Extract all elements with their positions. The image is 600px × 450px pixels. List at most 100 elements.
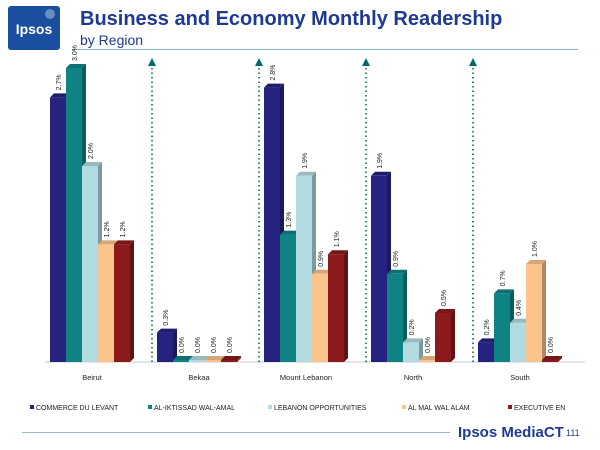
- page-subtitle: by Region: [80, 32, 144, 48]
- data-label: 0.0%: [195, 337, 202, 353]
- data-label: 1.9%: [377, 153, 384, 169]
- data-label: 3.0%: [72, 45, 79, 61]
- bar-top: [280, 230, 300, 235]
- bar-side: [173, 328, 177, 362]
- bar-top: [478, 338, 498, 343]
- x-tick-label: North: [404, 373, 422, 382]
- data-label: 0.5%: [441, 290, 448, 306]
- data-label: 0.0%: [227, 337, 234, 353]
- bar-side: [130, 240, 134, 362]
- logo-text: Ipsos: [16, 21, 53, 37]
- bar-side: [419, 338, 423, 362]
- bar-top: [542, 356, 562, 360]
- bar-top: [435, 309, 455, 313]
- bar-top: [526, 260, 546, 264]
- bar: [98, 244, 114, 362]
- bar-top: [189, 356, 209, 360]
- page-title: Business and Economy Monthly Readership: [80, 8, 503, 30]
- data-label: 1.3%: [286, 212, 293, 228]
- data-label: 0.7%: [500, 270, 507, 286]
- bar-top: [82, 162, 102, 166]
- bar-top: [114, 240, 134, 245]
- page-number: 111: [566, 428, 580, 438]
- divider-arrow: [469, 58, 477, 66]
- legend-label: COMMERCE DU LEVANT: [36, 405, 119, 412]
- bar-top: [264, 83, 284, 88]
- data-label: 1.2%: [104, 221, 111, 237]
- bar: [296, 175, 312, 362]
- bar: [50, 97, 66, 363]
- bar: [157, 332, 173, 362]
- bar-side: [558, 356, 562, 362]
- bar-top: [328, 250, 348, 255]
- data-label: 2.7%: [56, 74, 63, 90]
- bar-side: [237, 356, 241, 362]
- legend-label: AL-IKTISSAD WAL-AMAL: [154, 405, 235, 412]
- bar-top: [510, 318, 530, 323]
- bar-top: [221, 356, 241, 360]
- legend-label: AL MAL WAL ALAM: [408, 405, 470, 412]
- data-label: 0.4%: [516, 300, 523, 316]
- bar: [494, 293, 510, 362]
- bar: [526, 264, 542, 362]
- bar: [264, 87, 280, 362]
- title-divider: [72, 49, 578, 50]
- data-label: 2.0%: [88, 143, 95, 159]
- bar: [510, 322, 526, 362]
- bar-top: [371, 171, 391, 176]
- bar-top: [312, 269, 332, 274]
- legend-label: LEBANON OPPORTUNITIES: [274, 405, 367, 412]
- data-label: 0.0%: [425, 337, 432, 353]
- x-tick-label: Beirut: [82, 373, 103, 382]
- bar: [205, 360, 221, 362]
- bar-top: [50, 93, 70, 98]
- footer-brand: Ipsos MediaCT: [458, 424, 564, 441]
- bar: [542, 360, 558, 362]
- bar: [66, 68, 82, 362]
- data-label: 0.2%: [484, 319, 491, 335]
- bar-top: [419, 356, 439, 360]
- bar-top: [157, 328, 177, 333]
- bar: [371, 175, 387, 362]
- bar-top: [205, 356, 225, 360]
- bar: [280, 234, 296, 362]
- bar: [173, 360, 189, 362]
- data-label: 1.2%: [120, 221, 127, 237]
- data-label: 0.9%: [393, 251, 400, 267]
- bar: [221, 360, 237, 362]
- data-label: 0.9%: [318, 251, 325, 267]
- bar-top: [173, 356, 193, 360]
- bar: [387, 273, 403, 362]
- legend-swatch: [268, 405, 272, 409]
- bar: [82, 166, 98, 362]
- bar-top: [296, 171, 316, 176]
- x-tick-label: South: [510, 373, 530, 382]
- divider-arrow: [148, 58, 156, 66]
- legend-swatch: [402, 405, 406, 409]
- ipsos-logo: Ipsos: [4, 4, 64, 52]
- bar-top: [387, 269, 407, 274]
- data-label: 0.0%: [211, 337, 218, 353]
- bar-side: [542, 260, 546, 362]
- bar-side: [451, 309, 455, 362]
- bar: [328, 254, 344, 362]
- bar-top: [494, 289, 514, 294]
- x-tick-label: Bekaa: [188, 373, 210, 382]
- legend-label: EXECUTIVE EN: [514, 405, 565, 412]
- bar-side: [344, 250, 348, 362]
- bar: [478, 342, 494, 362]
- bar: [403, 342, 419, 362]
- divider-arrow: [255, 58, 263, 66]
- bar-top: [66, 64, 86, 68]
- bar-top: [403, 338, 423, 343]
- bar-top: [98, 240, 118, 245]
- legend-swatch: [30, 405, 34, 409]
- legend-swatch: [148, 405, 152, 409]
- bar: [312, 273, 328, 362]
- data-label: 1.1%: [334, 231, 341, 247]
- bar-side: [403, 269, 407, 362]
- bar: [419, 360, 435, 362]
- legend-swatch: [508, 405, 512, 409]
- footer-divider: [22, 432, 450, 433]
